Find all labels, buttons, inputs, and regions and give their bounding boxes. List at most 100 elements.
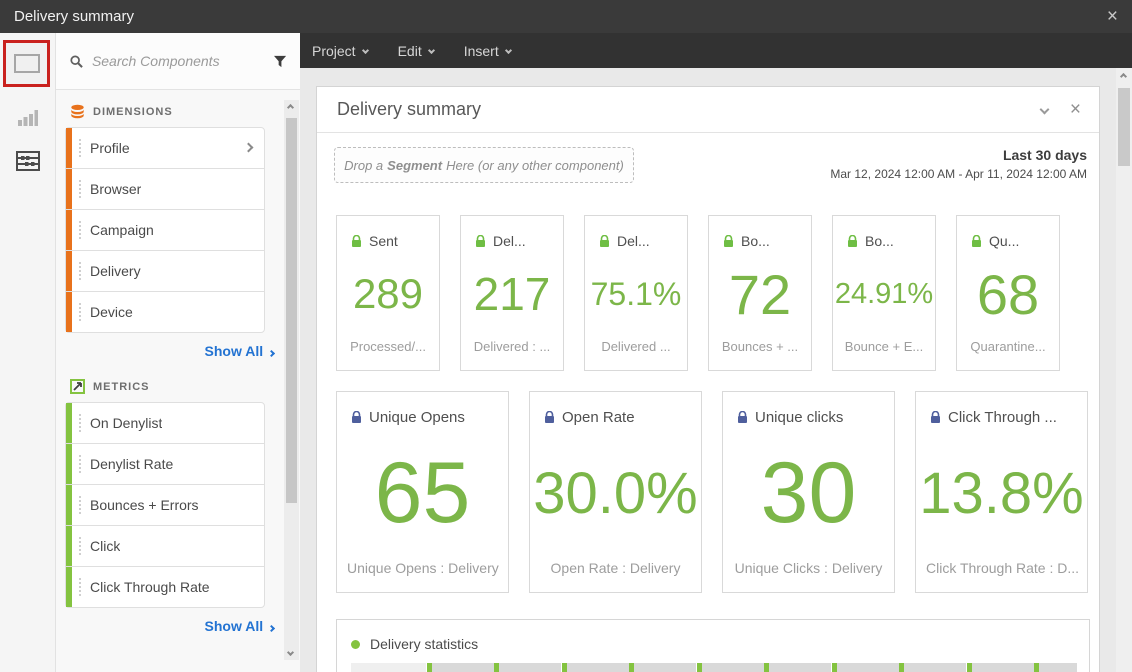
metrics-section-title: METRICS [93, 380, 150, 393]
component-search-bar [56, 33, 300, 90]
panel-close-icon[interactable]: × [1069, 99, 1081, 120]
drag-handle[interactable] [79, 139, 81, 157]
table-header-cell[interactable] [494, 663, 561, 672]
sidebar-scrollbar[interactable] [284, 100, 299, 660]
drag-handle[interactable] [79, 578, 81, 596]
metric-accent-bar [66, 567, 72, 607]
scroll-up-icon[interactable] [286, 103, 295, 112]
card-sent[interactable]: Sent 289 Processed/... [336, 215, 440, 371]
metric-item-click-through-rate[interactable]: Click Through Rate [65, 566, 265, 608]
dimension-item-profile[interactable]: Profile [65, 127, 265, 169]
visualizations-tool-button[interactable] [0, 98, 56, 138]
panel-header: Delivery summary × [317, 87, 1099, 133]
window-close-icon[interactable]: × [1106, 6, 1118, 27]
card-click-through-rate[interactable]: Click Through ... 13.8% Click Through Ra… [915, 391, 1088, 593]
scroll-up-icon[interactable] [1119, 72, 1128, 81]
card-value: 30.0% [533, 460, 698, 526]
table-header-cell[interactable] [1034, 663, 1077, 672]
search-input[interactable] [91, 53, 274, 69]
card-quarantine[interactable]: Qu... 68 Quarantine... [956, 215, 1060, 371]
card-footer: Unique Clicks : Delivery [734, 560, 883, 576]
bar-chart-icon [18, 110, 38, 126]
main-scrollbar[interactable] [1116, 68, 1132, 672]
metric-label: Denylist Rate [90, 456, 174, 472]
metric-item-click[interactable]: Click [65, 525, 265, 567]
left-toolbar-rail [0, 33, 56, 672]
drag-handle[interactable] [79, 455, 81, 473]
drag-handle[interactable] [79, 180, 81, 198]
menu-insert[interactable]: Insert [464, 43, 512, 59]
components-tool-button[interactable] [0, 141, 56, 181]
collapse-panel-icon[interactable] [1039, 104, 1050, 115]
card-title: Unique Opens [369, 409, 465, 426]
drag-handle[interactable] [79, 414, 81, 432]
card-bounces[interactable]: Bo... 72 Bounces + ... [708, 215, 812, 371]
menu-edit[interactable]: Edit [397, 42, 435, 59]
drag-handle[interactable] [79, 303, 81, 321]
card-footer: Click Through Rate : D... [926, 560, 1080, 576]
date-range-selector[interactable]: Last 30 days Mar 12, 2024 12:00 AM - Apr… [830, 147, 1087, 181]
dimension-item-delivery[interactable]: Delivery [65, 250, 265, 292]
card-footer: Bounces + ... [721, 339, 799, 354]
drag-handle[interactable] [79, 221, 81, 239]
panels-tool-button[interactable] [3, 40, 50, 87]
metric-item-on-denylist[interactable]: On Denylist [65, 402, 265, 444]
table-header-cell[interactable] [351, 663, 426, 672]
scroll-down-icon[interactable] [286, 648, 295, 657]
card-unique-clicks[interactable]: Unique clicks 30 Unique Clicks : Deliver… [722, 391, 895, 593]
chevron-right-icon[interactable] [243, 142, 254, 153]
card-title: Open Rate [562, 409, 635, 426]
table-header-cell[interactable] [966, 663, 1034, 672]
metric-accent-bar [66, 485, 72, 525]
sidebar-scrollbar-thumb[interactable] [286, 118, 297, 503]
filter-icon[interactable] [273, 55, 286, 68]
card-delivered[interactable]: Del... 217 Delivered : ... [460, 215, 564, 371]
card-open-rate[interactable]: Open Rate 30.0% Open Rate : Delivery [529, 391, 702, 593]
metric-label: Click [90, 538, 121, 554]
table-header-cell[interactable] [899, 663, 966, 672]
drag-handle[interactable] [79, 537, 81, 555]
show-all-label: Show All [204, 343, 264, 359]
card-bounce-rate[interactable]: Bo... 24.91% Bounce + E... [832, 215, 936, 371]
table-header-cell[interactable] [561, 663, 629, 672]
dropzone-text: Drop a [344, 157, 384, 173]
drag-handle[interactable] [79, 262, 81, 280]
lock-icon [352, 411, 361, 423]
dimensions-show-all-link[interactable]: Show All [65, 343, 276, 359]
dimension-item-device[interactable]: Device [65, 291, 265, 333]
menubar: Project Edit Insert [300, 33, 1132, 68]
chevron-right-icon [267, 624, 276, 633]
date-range-value: Mar 12, 2024 12:00 AM - Apr 11, 2024 12:… [830, 167, 1087, 181]
main-scrollbar-thumb[interactable] [1118, 88, 1130, 166]
table-header-cell[interactable] [831, 663, 899, 672]
menu-label: Edit [397, 42, 422, 59]
metric-item-denylist-rate[interactable]: Denylist Rate [65, 443, 265, 485]
lock-icon [724, 234, 733, 247]
table-header-cell[interactable] [696, 663, 764, 672]
table-header-cell[interactable] [629, 663, 696, 672]
dimension-accent-bar [66, 128, 72, 168]
card-value: 289 [352, 270, 424, 317]
lock-icon [848, 234, 857, 247]
table-header-cell[interactable] [764, 663, 831, 672]
table-header-cell[interactable] [426, 663, 494, 672]
menu-project[interactable]: Project [312, 43, 369, 59]
metric-item-bounces-errors[interactable]: Bounces + Errors [65, 484, 265, 526]
dimension-label: Profile [90, 140, 130, 156]
card-value: 65 [374, 444, 471, 541]
statistics-table-header[interactable] [351, 663, 1077, 672]
dimension-item-campaign[interactable]: Campaign [65, 209, 265, 251]
card-value: 72 [728, 262, 792, 326]
window-titlebar: Delivery summary × [0, 0, 1132, 33]
metrics-icon [70, 379, 85, 394]
lock-icon [476, 234, 485, 247]
card-footer: Open Rate : Delivery [550, 560, 681, 576]
card-unique-opens[interactable]: Unique Opens 65 Unique Opens : Delivery [336, 391, 509, 593]
chevron-down-icon [361, 46, 369, 55]
summary-cards-row: Sent 289 Processed/... Del... 217 Delive… [317, 215, 1099, 371]
segment-dropzone[interactable]: Drop a Segment Here (or any other compon… [334, 147, 634, 183]
drag-handle[interactable] [79, 496, 81, 514]
metrics-show-all-link[interactable]: Show All [65, 618, 276, 634]
dimension-item-browser[interactable]: Browser [65, 168, 265, 210]
card-delivered-rate[interactable]: Del... 75.1% Delivered ... [584, 215, 688, 371]
